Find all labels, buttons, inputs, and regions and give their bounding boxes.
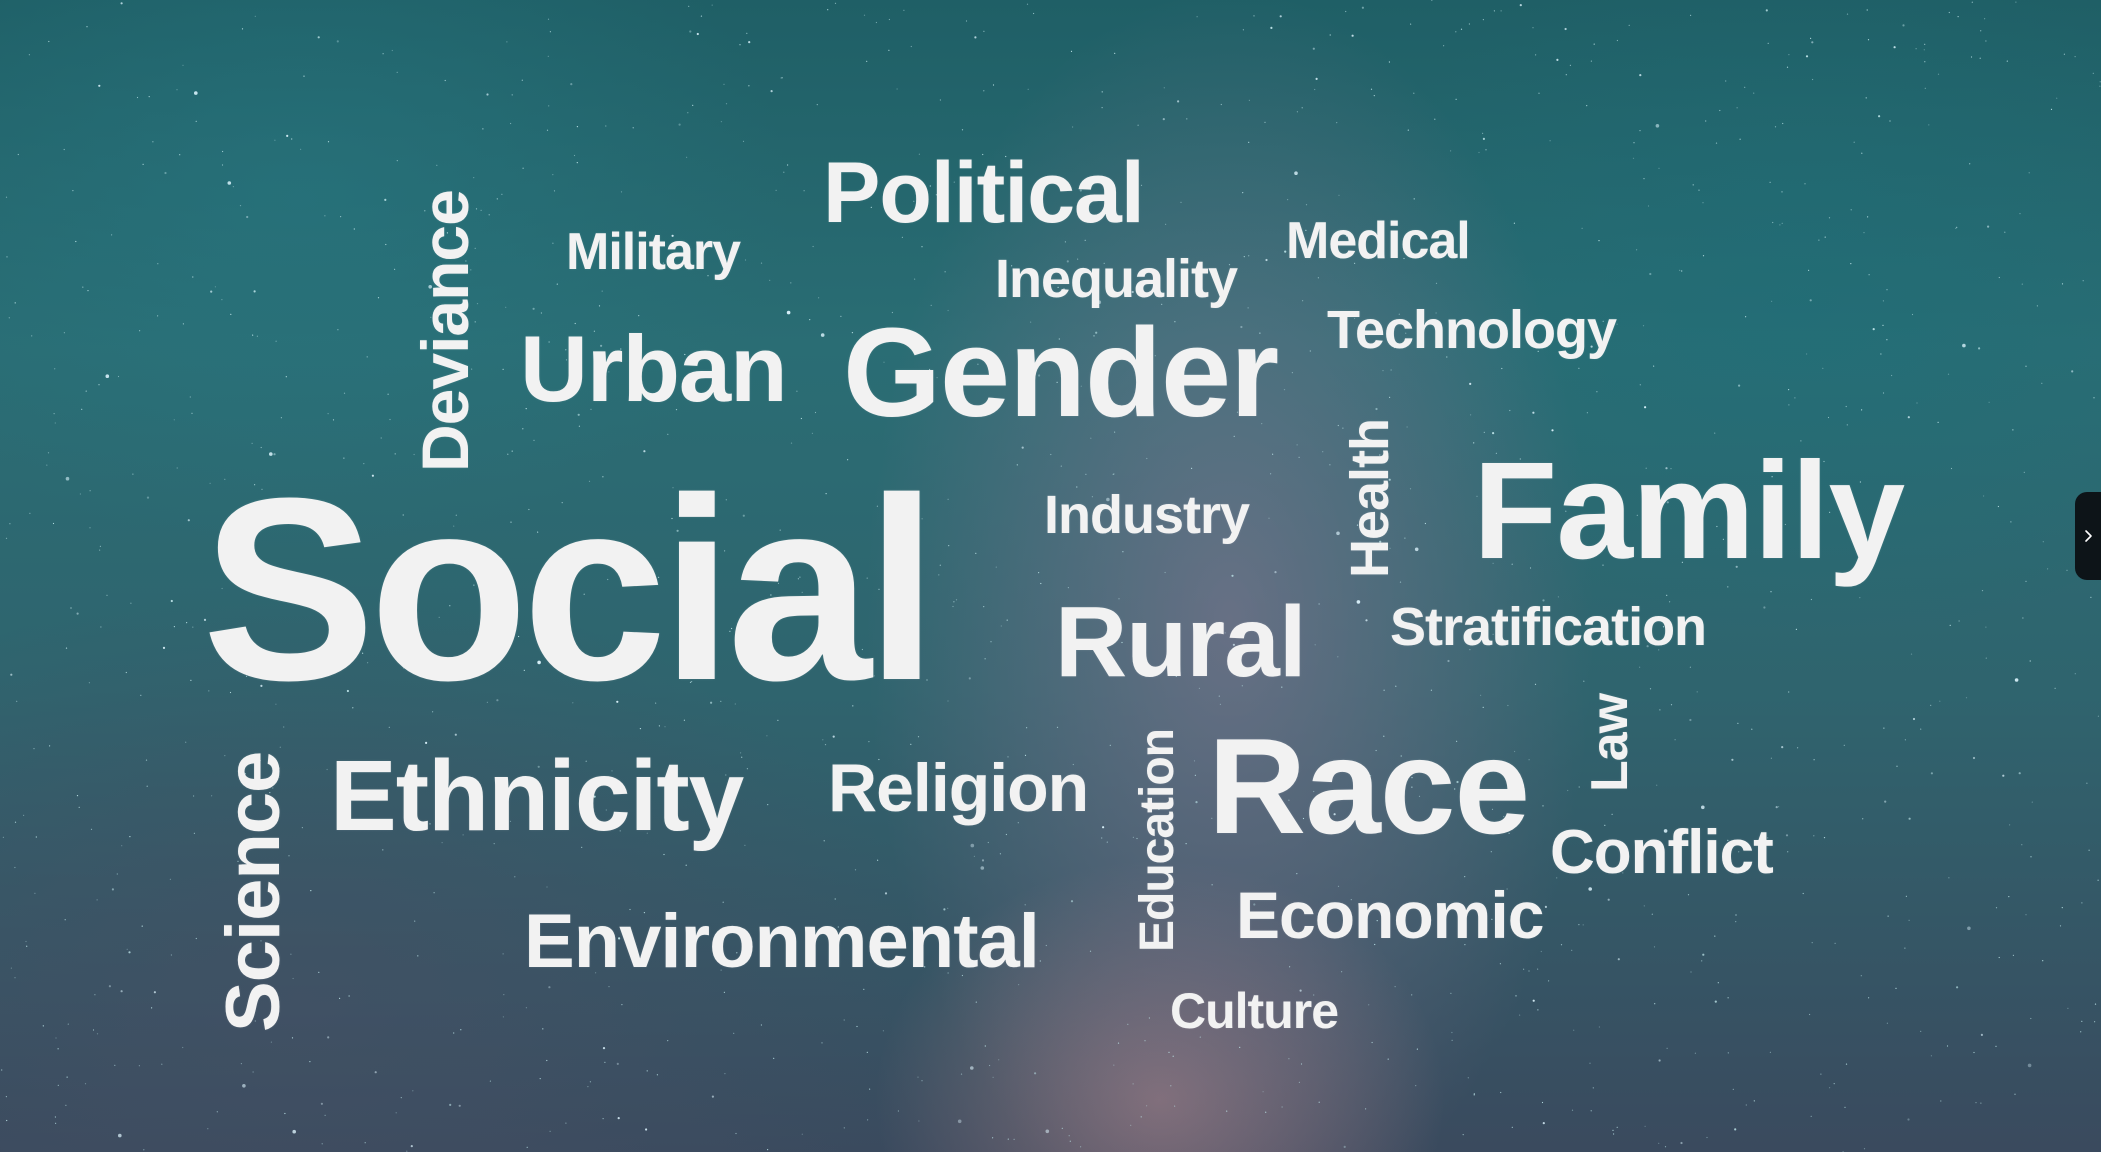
chevron-right-icon (2083, 529, 2093, 543)
word-law: Law (1581, 693, 1639, 792)
word-urban: Urban (520, 316, 788, 421)
word-family: Family (1473, 434, 1905, 588)
word-health: Health (1340, 418, 1400, 578)
word-political: Political (823, 145, 1145, 241)
word-technology: Technology (1327, 300, 1617, 360)
word-race: Race (1208, 710, 1530, 862)
word-ethnicity: Ethnicity (330, 740, 744, 852)
word-economic: Economic (1236, 878, 1544, 952)
word-environmental: Environmental (524, 899, 1040, 984)
word-culture: Culture (1170, 983, 1339, 1039)
word-inequality: Inequality (995, 249, 1238, 309)
word-conflict: Conflict (1550, 818, 1774, 887)
word-rural: Rural (1055, 586, 1307, 698)
word-military: Military (566, 223, 741, 281)
word-social: Social (202, 445, 938, 735)
word-gender: Gender (843, 302, 1279, 443)
word-stratification: Stratification (1390, 597, 1707, 657)
word-religion: Religion (828, 750, 1089, 826)
word-education: Education (1131, 728, 1184, 952)
word-medical: Medical (1286, 212, 1471, 270)
side-panel-toggle[interactable] (2075, 492, 2101, 580)
word-industry: Industry (1044, 485, 1250, 545)
word-deviance: Deviance (408, 190, 482, 472)
word-science: Science (211, 751, 296, 1032)
